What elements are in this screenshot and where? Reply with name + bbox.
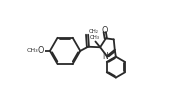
Text: N: N: [103, 52, 108, 61]
Text: CH₃: CH₃: [90, 35, 100, 40]
Text: O: O: [38, 46, 44, 55]
Text: O: O: [102, 26, 108, 35]
Text: CH₃: CH₃: [27, 48, 38, 53]
Text: CH₂: CH₂: [88, 29, 98, 34]
